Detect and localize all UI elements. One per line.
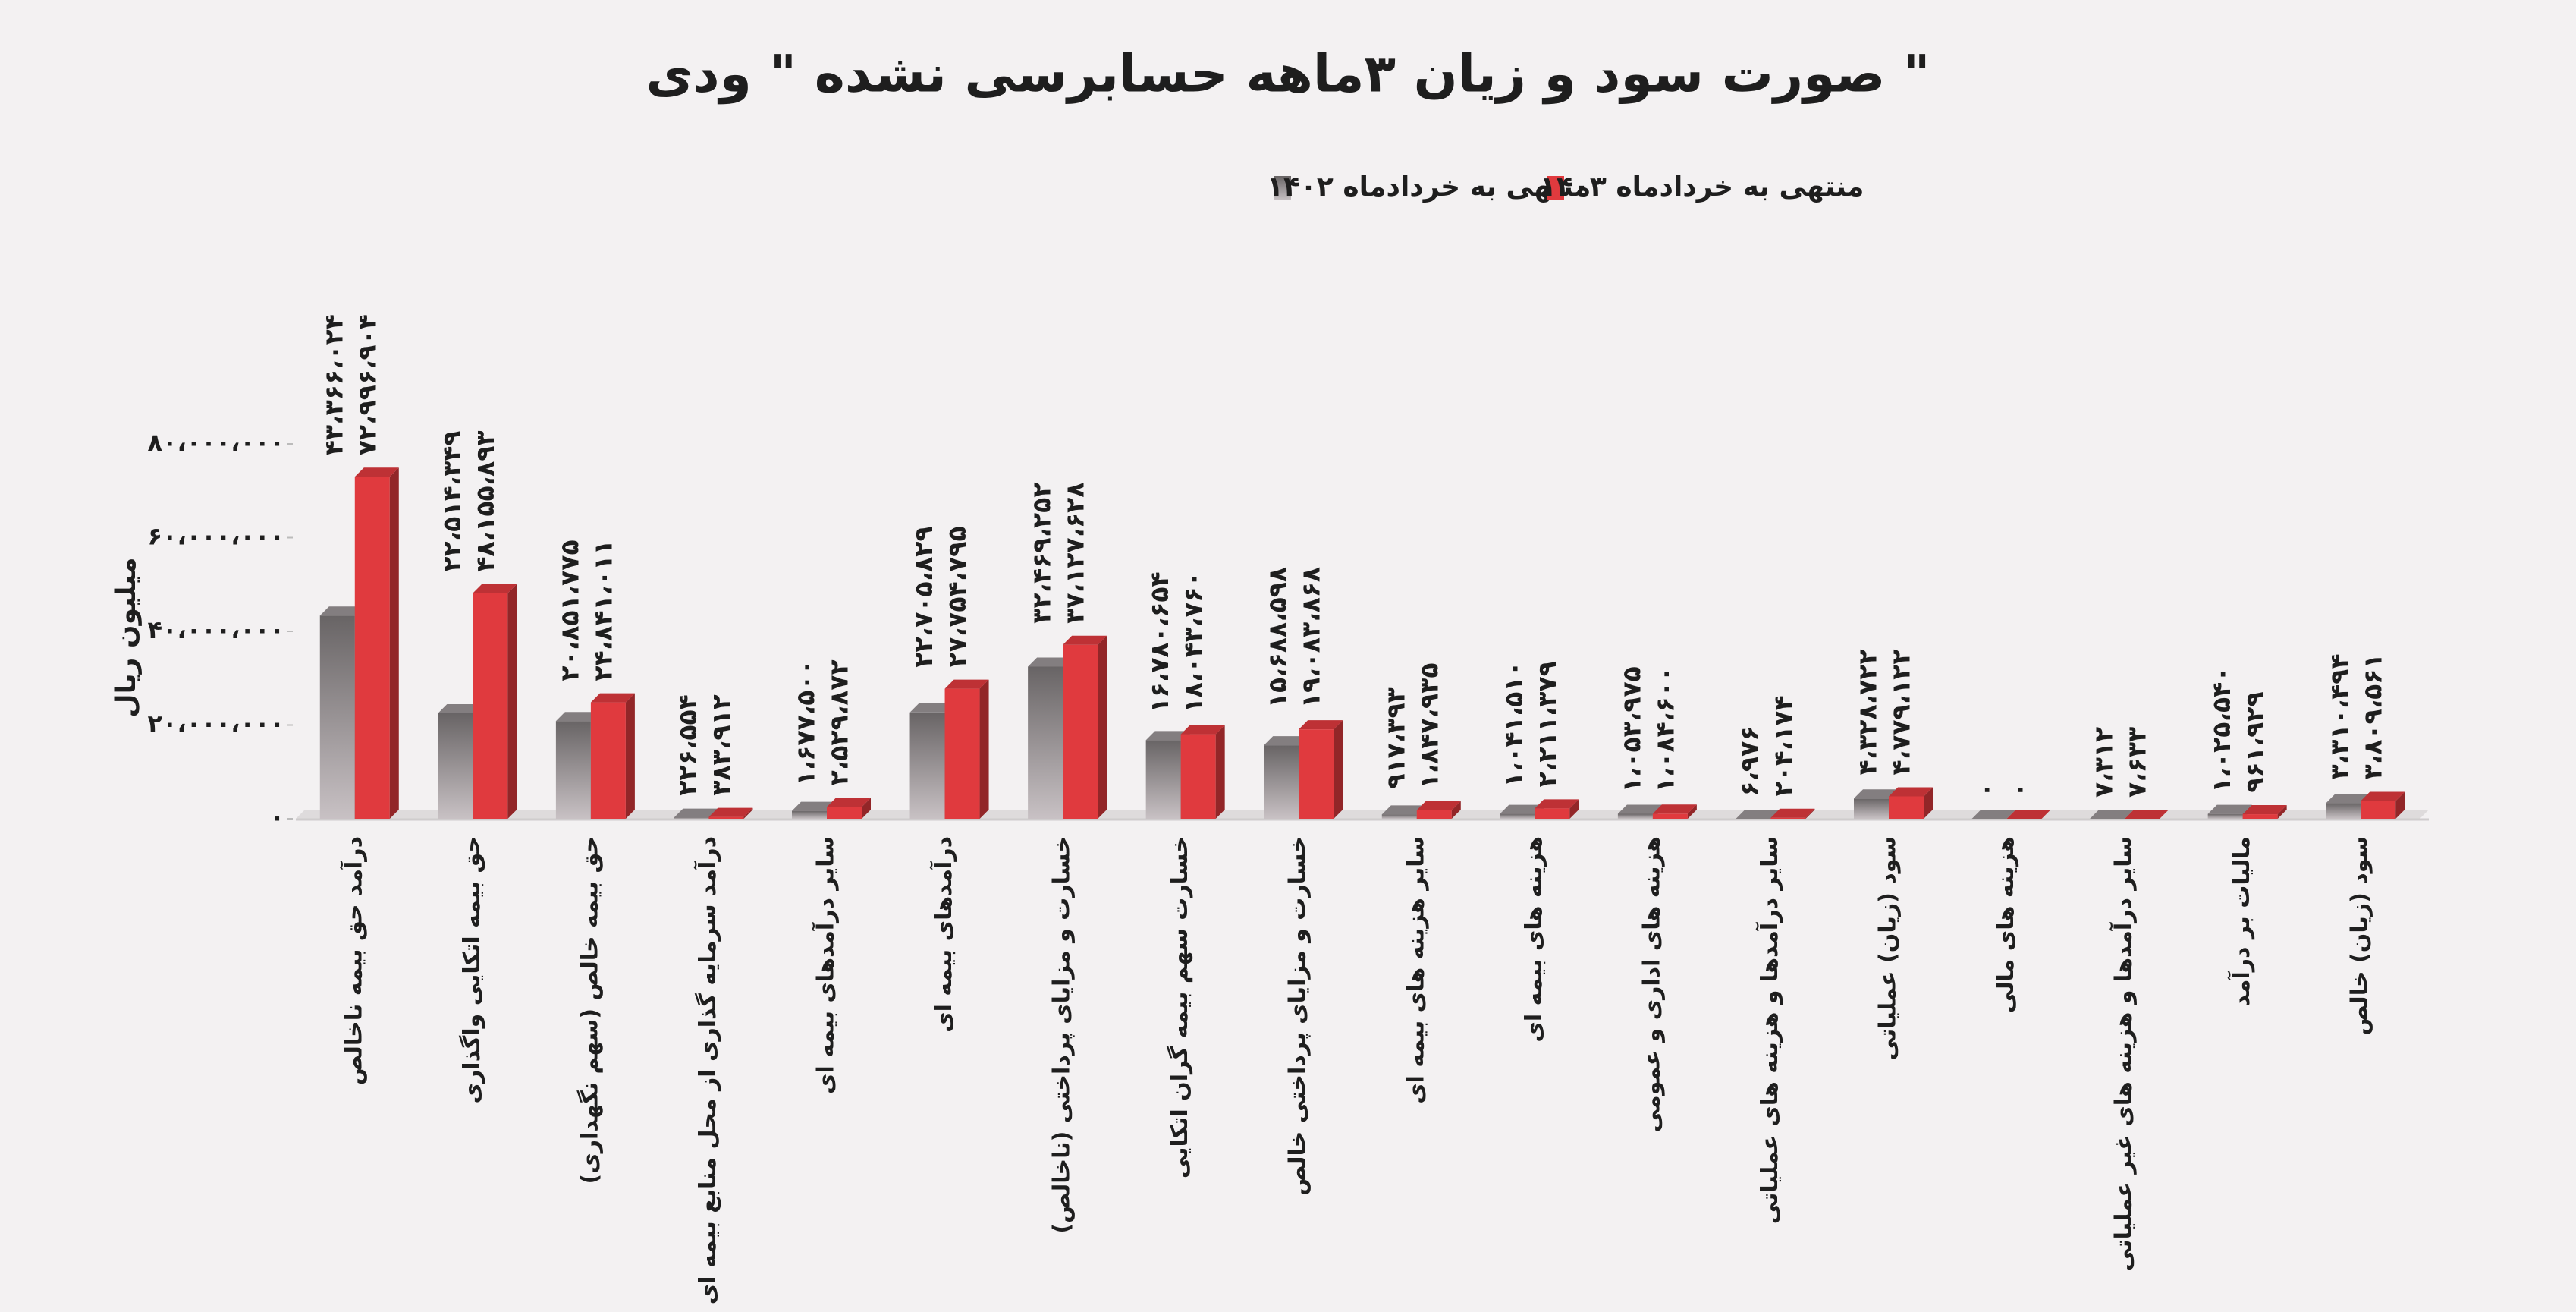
x-tick-label: سایر درآمدها و هزینه های عملیاتی [1755,836,1783,1224]
bar [708,807,753,819]
value-label: ۳۸۳،۹۱۲ [706,694,736,795]
bar [354,467,399,819]
bar [827,798,871,819]
bar [1770,808,1815,819]
x-tick-label: هزینه های اداری و عمومی [1638,836,1665,1132]
bar [1971,810,2016,819]
y-tick-label: ۴۰،۰۰۰،۰۰۰ [147,615,284,644]
value-label: ۱۹،۰۸۳،۸۶۸ [1296,567,1326,708]
value-label: ۱،۰۵۳،۹۷۵ [1616,666,1646,792]
x-tick-label: حق بیمه خالص (سهم نگهداری) [576,836,603,1184]
value-label: ۱،۰۲۵،۵۴۰ [2207,667,2236,793]
x-tick-label: سایر درآمدها و هزینه های غیر عملیاتی [2109,836,2138,1271]
x-tick-label: سایر درآمدهای بیمه ای [812,836,840,1094]
value-label: ۳۲،۴۶۹،۲۵۲ [1027,483,1057,624]
bar [1180,725,1225,819]
y-tick-label: ۲۰،۰۰۰،۰۰۰ [147,709,284,738]
bar [473,584,517,819]
value-label: ۴۸،۱۵۵،۸۹۳ [470,430,500,571]
value-label: ۲۲،۵۱۴،۳۴۹ [437,430,467,571]
x-tick-label: خسارت سهم بیمه گران اتکایی [1166,836,1193,1178]
value-label: ۱،۸۴۷،۹۳۵ [1414,663,1444,789]
legend-swatch [1274,176,1291,200]
x-tick-label: هزینه های بیمه ای [1521,836,1547,1043]
y-tick-label: ۶۰،۰۰۰،۰۰۰ [147,522,284,551]
y-tick-label: ۰ [269,803,284,832]
value-label: ۷،۶۳۳ [2122,727,2152,798]
value-label: ۲،۲۱۱،۳۷۹ [1532,661,1562,787]
value-label: ۴۳،۳۶۶،۰۲۴ [319,314,348,455]
bar [2361,791,2405,819]
value-label: ۳،۸۰۹،۵۶۱ [2358,653,2388,779]
value-label: ۱،۰۴۱،۵۱۰ [1499,661,1528,787]
value-label: ۶،۹۷۶ [1735,726,1764,797]
value-label: ۲۲۶،۵۵۴ [673,694,702,795]
x-tick-label: سود (زیان) عملیاتی [1875,836,1902,1060]
bar [1299,720,1343,819]
legend-label: منتهی به خردادماه ۱۴۰۲ [1267,171,1591,203]
x-tick-label: درآمدهای بیمه ای [929,836,957,1033]
x-tick-label: مالیات بر درآمد [2227,836,2255,1006]
x-tick-label: خسارت و مزایای پرداختی خالص [1285,836,1312,1196]
bar [2242,805,2287,819]
value-label: ۲۲،۷۰۵،۸۲۹ [909,526,938,667]
value-label: ۲۰،۸۵۱،۷۷۵ [554,540,584,681]
x-tick-label: حق بیمه اتکایی واگذاری [458,836,485,1103]
bar [1063,635,1107,819]
bar [1416,801,1461,819]
bar [1889,787,1933,819]
legend-swatch [1547,176,1564,200]
x-tick-label: سایر هزینه های بیمه ای [1403,836,1429,1104]
x-tick-label: خسارت و مزایای پرداختی (ناخالص) [1049,836,1076,1234]
bar [590,693,635,819]
value-label: ۰ [1971,782,2000,798]
value-label: ۹۱۷،۳۹۳ [1381,687,1410,788]
y-tick-label: ۸۰،۰۰۰،۰۰۰ [147,428,284,457]
value-label: ۱۶،۷۸۰،۶۵۴ [1145,571,1174,713]
value-label: ۴،۳۲۸،۷۲۲ [1853,649,1883,775]
value-label: ۲۷،۷۵۴،۷۹۵ [942,526,972,667]
bar [2125,809,2169,819]
bar [944,679,989,819]
chart-title: صورت سود و زیان ۳ماهه حسابرسی نشده " ودی… [646,45,1930,105]
x-tick-label: هزینه های مالی [1993,836,2019,1013]
value-label: ۷۲،۹۹۶،۹۰۴ [352,314,382,455]
x-tick-label: درآمد سرمایه گذاری از محل منابع بیمه ای [693,836,721,1304]
value-label: ۱،۰۸۴،۶۰۰ [1650,666,1679,792]
value-label: ۲۰۴،۱۷۴ [1768,695,1798,796]
value-label: ۱۵،۶۸۸،۵۹۸ [1263,567,1293,708]
bar [1535,799,1579,819]
bar [1652,804,1697,819]
value-label: ۹۶۱،۹۲۹ [2240,691,2270,792]
value-label: ۲۴،۸۴۱،۰۱۱ [588,540,617,681]
bar [2006,810,2051,819]
y-axis-title: میلیون ریال [111,557,142,717]
value-label: ۳۷،۱۲۷،۶۲۸ [1060,483,1090,624]
value-label: ۱،۶۷۷،۵۰۰ [791,659,821,785]
value-label: ۰ [2004,782,2034,798]
value-label: ۲،۵۲۹،۸۷۲ [825,659,854,785]
value-label: ۳،۳۱۰،۴۹۴ [2325,653,2355,779]
x-tick-label: درآمد حق بیمه ناخالص [339,836,367,1085]
x-tick-label: سود (زیان) خالص [2347,836,2373,1036]
value-label: ۷،۳۱۲ [2089,727,2119,798]
value-label: ۴،۷۷۹،۱۲۲ [1886,649,1916,775]
legend-label: منتهی به خردادماه ۱۴۰۳ [1540,171,1864,203]
value-label: ۱۸،۰۴۳،۷۶۰ [1178,571,1208,713]
